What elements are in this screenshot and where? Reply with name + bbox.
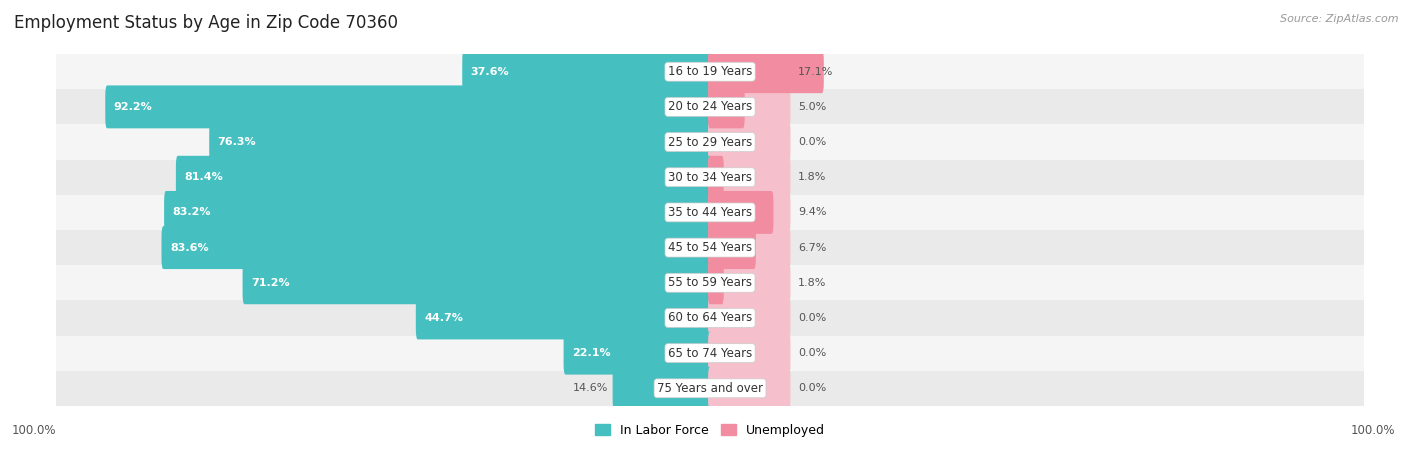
Bar — [56, 265, 1364, 300]
FancyBboxPatch shape — [709, 296, 790, 340]
FancyBboxPatch shape — [709, 226, 790, 269]
Text: 81.4%: 81.4% — [184, 172, 224, 182]
Text: 83.6%: 83.6% — [170, 243, 208, 253]
Text: 0.0%: 0.0% — [799, 137, 827, 147]
Text: 44.7%: 44.7% — [425, 313, 463, 323]
Text: 20 to 24 Years: 20 to 24 Years — [668, 101, 752, 113]
FancyBboxPatch shape — [176, 156, 711, 199]
Bar — [56, 230, 1364, 265]
Text: 60 to 64 Years: 60 to 64 Years — [668, 312, 752, 324]
FancyBboxPatch shape — [709, 156, 724, 199]
Text: 35 to 44 Years: 35 to 44 Years — [668, 206, 752, 219]
FancyBboxPatch shape — [243, 261, 711, 304]
Text: 1.8%: 1.8% — [799, 172, 827, 182]
Text: 92.2%: 92.2% — [114, 102, 152, 112]
FancyBboxPatch shape — [709, 226, 756, 269]
Text: 16 to 19 Years: 16 to 19 Years — [668, 65, 752, 78]
Text: 0.0%: 0.0% — [799, 383, 827, 393]
Text: 76.3%: 76.3% — [218, 137, 256, 147]
Bar — [56, 89, 1364, 124]
FancyBboxPatch shape — [564, 331, 711, 375]
Bar — [56, 54, 1364, 89]
Text: Source: ZipAtlas.com: Source: ZipAtlas.com — [1281, 14, 1399, 23]
FancyBboxPatch shape — [709, 120, 790, 164]
Bar — [56, 336, 1364, 371]
FancyBboxPatch shape — [209, 120, 711, 164]
FancyBboxPatch shape — [613, 367, 711, 410]
Text: 65 to 74 Years: 65 to 74 Years — [668, 347, 752, 359]
FancyBboxPatch shape — [463, 50, 711, 93]
Text: 17.1%: 17.1% — [799, 67, 834, 77]
Text: 100.0%: 100.0% — [1350, 424, 1395, 437]
Legend: In Labor Force, Unemployed: In Labor Force, Unemployed — [591, 419, 830, 442]
Text: 9.4%: 9.4% — [799, 207, 827, 217]
FancyBboxPatch shape — [709, 367, 790, 410]
FancyBboxPatch shape — [709, 331, 790, 375]
Text: 14.6%: 14.6% — [572, 383, 607, 393]
Text: 83.2%: 83.2% — [173, 207, 211, 217]
Bar — [56, 371, 1364, 406]
Text: 30 to 34 Years: 30 to 34 Years — [668, 171, 752, 184]
Text: 45 to 54 Years: 45 to 54 Years — [668, 241, 752, 254]
FancyBboxPatch shape — [709, 191, 790, 234]
Text: 75 Years and over: 75 Years and over — [657, 382, 763, 395]
Text: 100.0%: 100.0% — [11, 424, 56, 437]
FancyBboxPatch shape — [709, 85, 790, 129]
FancyBboxPatch shape — [709, 50, 790, 93]
Bar — [56, 300, 1364, 336]
Text: 6.7%: 6.7% — [799, 243, 827, 253]
FancyBboxPatch shape — [709, 261, 790, 304]
Text: 71.2%: 71.2% — [252, 278, 290, 288]
FancyBboxPatch shape — [105, 85, 711, 129]
FancyBboxPatch shape — [709, 156, 790, 199]
Bar — [56, 124, 1364, 160]
Text: 37.6%: 37.6% — [471, 67, 509, 77]
Bar — [56, 195, 1364, 230]
FancyBboxPatch shape — [165, 191, 711, 234]
Text: 25 to 29 Years: 25 to 29 Years — [668, 136, 752, 148]
Text: Employment Status by Age in Zip Code 70360: Employment Status by Age in Zip Code 703… — [14, 14, 398, 32]
Text: 1.8%: 1.8% — [799, 278, 827, 288]
FancyBboxPatch shape — [709, 50, 824, 93]
FancyBboxPatch shape — [162, 226, 711, 269]
Text: 0.0%: 0.0% — [799, 348, 827, 358]
FancyBboxPatch shape — [709, 261, 724, 304]
FancyBboxPatch shape — [709, 85, 745, 129]
Text: 0.0%: 0.0% — [799, 313, 827, 323]
FancyBboxPatch shape — [416, 296, 711, 340]
Bar — [56, 160, 1364, 195]
Text: 5.0%: 5.0% — [799, 102, 827, 112]
Text: 22.1%: 22.1% — [572, 348, 610, 358]
Text: 55 to 59 Years: 55 to 59 Years — [668, 276, 752, 289]
FancyBboxPatch shape — [709, 191, 773, 234]
